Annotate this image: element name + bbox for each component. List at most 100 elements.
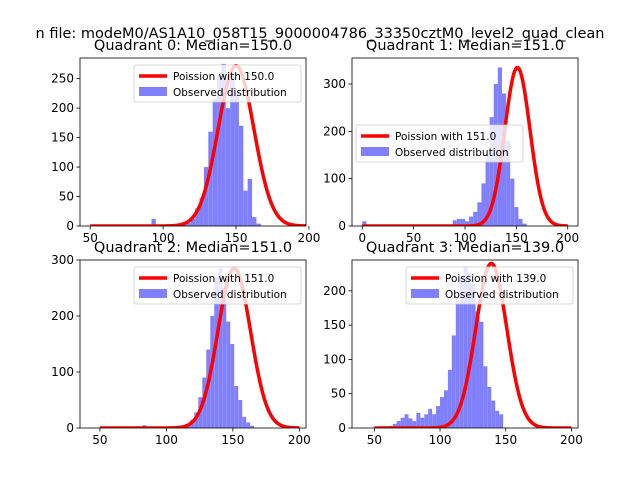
legend-label-observed: Observed distribution (445, 289, 559, 301)
legend-label-poisson: Poission with 139.0 (445, 273, 546, 285)
histogram-bar (221, 63, 226, 226)
histogram-bar (252, 217, 257, 226)
x-tick-label: 50 (406, 231, 421, 245)
legend-box (355, 124, 524, 163)
histogram-bar (459, 277, 464, 428)
histogram-bar (214, 276, 219, 428)
legend-bar-swatch (139, 289, 167, 298)
legend-label-poisson: Poission with 151.0 (395, 131, 496, 143)
x-tick-label: 0 (358, 231, 366, 245)
y-tick-label: 150 (323, 318, 346, 332)
histogram-bar (396, 421, 401, 428)
histogram-bar (412, 421, 417, 428)
histogram-bar (506, 140, 511, 226)
histogram-bar (195, 208, 200, 226)
histogram-bar (477, 202, 482, 226)
histogram-bar (151, 218, 156, 226)
x-tick-label: 100 (454, 231, 477, 245)
histogram-bar (510, 178, 515, 226)
histogram-bar (199, 197, 204, 226)
histogram-bar (451, 335, 456, 428)
histogram-bar (467, 273, 472, 428)
histogram-bar (481, 183, 486, 226)
y-tick-label: 100 (51, 160, 74, 174)
chart-panel-q1: 0 50 100 150 200 0 100 200 300 Poission with 151.… (323, 38, 579, 245)
legend-box (133, 64, 302, 103)
histogram-bar (424, 414, 429, 428)
y-tick-label: 250 (51, 72, 74, 86)
histogram-bar (243, 190, 248, 226)
histogram-bar (242, 416, 247, 428)
y-tick-label: 200 (51, 309, 74, 323)
x-tick-label: 50 (92, 433, 107, 447)
histogram-bar (495, 410, 500, 428)
axes-frame (351, 259, 579, 429)
x-tick-label: 200 (560, 433, 583, 447)
y-tick-label: 300 (323, 77, 346, 91)
histogram-bar (246, 422, 251, 428)
histogram-bar (436, 406, 441, 428)
legend-box (133, 266, 302, 305)
plot-area (98, 266, 301, 428)
y-tick-label: 0 (338, 421, 346, 435)
legend: Poission with 150.0 Observed distribution (133, 64, 302, 103)
histogram-bar (256, 223, 261, 226)
histogram-bar (234, 93, 239, 226)
x-tick-label: 50 (83, 231, 98, 245)
legend-box (405, 266, 574, 305)
y-tick-label: 0 (338, 219, 346, 233)
histogram-bar (487, 386, 492, 428)
histogram-bar (218, 268, 223, 428)
x-tick-label: 100 (152, 231, 175, 245)
y-tick-label: 200 (323, 284, 346, 298)
plot-area (89, 63, 306, 226)
histogram-bar (463, 266, 468, 428)
histogram-bar (225, 108, 231, 226)
histogram-bar (420, 417, 425, 428)
histogram-bar (452, 220, 457, 226)
x-tick-label: 150 (494, 433, 517, 447)
histogram-bar (226, 321, 231, 428)
histogram-bar (247, 178, 253, 226)
histogram-bar (392, 423, 397, 428)
histogram-bar (230, 344, 235, 428)
legend: Poission with 139.0 Observed distribution (405, 266, 574, 305)
histogram-bar (203, 167, 209, 226)
poisson-curve (89, 63, 306, 226)
y-tick-label: 0 (66, 219, 74, 233)
chart-panel-q3: 50 100 150 200 0 50 100 150 200 Poission with 139… (323, 240, 583, 447)
histogram-bar (479, 321, 484, 428)
x-tick-label: 150 (225, 231, 248, 245)
histogram-bar (469, 216, 474, 226)
plot-area (373, 261, 573, 428)
y-tick-label: 0 (66, 421, 74, 435)
poisson-curve (98, 266, 301, 428)
y-tick-label: 150 (51, 131, 74, 145)
histogram-bar (404, 414, 409, 428)
histogram-bar (460, 218, 465, 226)
histogram-bar (250, 425, 255, 428)
histogram-bar (471, 284, 476, 428)
x-tick-label: 100 (429, 433, 452, 447)
chart-title: Quadrant 0: Median=150.0 (94, 38, 292, 54)
legend-label-observed: Observed distribution (173, 87, 287, 99)
histogram-bar (212, 99, 218, 226)
histogram-bar (222, 288, 227, 428)
chart-title: Quadrant 1: Median=151.0 (366, 38, 564, 54)
histogram-bar (217, 72, 222, 226)
chart-panel-q0: 50 100 150 200 0 50 100 150 200 250 Poission with … (51, 38, 320, 245)
histogram-bar (362, 221, 367, 226)
x-tick-label: 200 (297, 231, 320, 245)
y-tick-label: 50 (331, 387, 346, 401)
histogram-bar (499, 414, 504, 428)
y-tick-label: 100 (323, 352, 346, 366)
legend-label-observed: Observed distribution (395, 147, 509, 159)
histogram-bar (400, 417, 405, 428)
histogram-bar (473, 211, 478, 226)
y-tick-label: 200 (323, 124, 346, 138)
histogram-bar (408, 418, 413, 428)
histogram-bar (447, 369, 452, 428)
legend-label-poisson: Poission with 150.0 (173, 71, 274, 83)
legend-bar-swatch (139, 87, 167, 96)
poisson-curve (373, 261, 573, 428)
